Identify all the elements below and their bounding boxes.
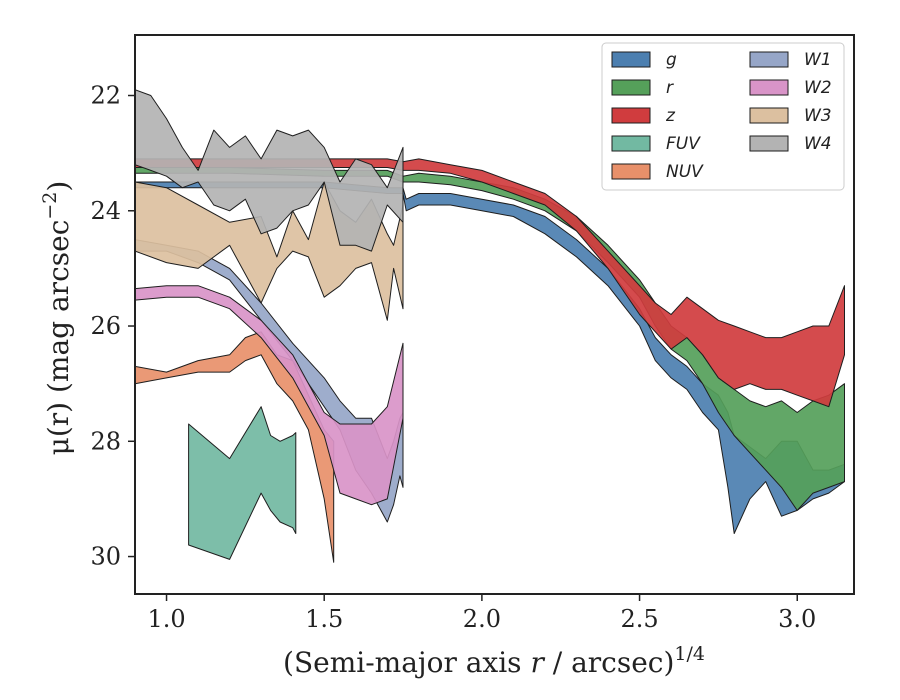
- legend-swatch-w2: [749, 79, 789, 96]
- legend-swatch-fuv: [611, 135, 651, 152]
- y-axis-title-close: ): [42, 181, 75, 192]
- legend-swatch-z: [611, 107, 651, 124]
- series-layer: [135, 89, 845, 563]
- legend-items: grz FUV NUV W1 W2 W3 W4: [611, 50, 832, 182]
- y-tick-label: 24: [90, 197, 121, 225]
- series-band-nuv: [135, 331, 335, 563]
- series-band-w4: [135, 89, 404, 252]
- x-axis: 1.0 1.5 2.0 2.5 3.0: [147, 594, 816, 633]
- y-axis-title: μ(r) (mag arcsec−2): [39, 181, 75, 456]
- x-tick-label: 2.0: [463, 605, 501, 633]
- legend-swatch-w1: [749, 51, 789, 68]
- legend-label-w1: W1: [804, 50, 832, 70]
- x-tick-label: 2.5: [620, 605, 658, 633]
- legend-swatch-w4: [749, 135, 789, 152]
- series-band-w2: [135, 285, 404, 506]
- legend-label-w3: W3: [804, 106, 832, 126]
- plot-frame: [134, 34, 855, 595]
- y-tick-label: 22: [90, 82, 121, 110]
- series-band-fuv: [188, 406, 297, 560]
- x-axis-title-exponent: 1/4: [674, 643, 705, 665]
- legend-swatch-r: [611, 79, 651, 96]
- x-tick-label: 1.0: [147, 605, 185, 633]
- x-tick-label: 3.0: [778, 605, 816, 633]
- legend-label-w4: W4: [804, 134, 832, 154]
- legend-swatch-g: [611, 51, 651, 68]
- y-axis-title-text: μ(r) (mag arcsec: [42, 220, 75, 456]
- series-band-z: [135, 158, 845, 408]
- y-tick-label: 28: [90, 427, 121, 455]
- y-tick-label: 30: [90, 543, 121, 571]
- y-axis-title-exponent: −2: [39, 192, 61, 220]
- y-tick-label: 26: [90, 312, 121, 340]
- legend-label-w2: W2: [804, 78, 832, 98]
- y-axis: 22 24 26 28 30: [90, 82, 135, 571]
- legend-swatch-nuv: [611, 163, 651, 180]
- x-axis-title: (Semi-major axis r / arcsec)1/4: [283, 643, 705, 679]
- legend: grz FUV NUV W1 W2 W3 W4: [601, 42, 845, 191]
- legend-label-g: g: [666, 50, 677, 70]
- x-axis-title-text: (Semi-major axis r / arcsec): [283, 646, 674, 679]
- legend-label-nuv: NUV: [666, 162, 704, 182]
- legend-swatch-w3: [749, 107, 789, 124]
- legend-label-z: z: [665, 106, 676, 126]
- legend-label-r: r: [666, 78, 674, 98]
- x-tick-label: 1.5: [305, 605, 343, 633]
- legend-label-fuv: FUV: [666, 134, 701, 154]
